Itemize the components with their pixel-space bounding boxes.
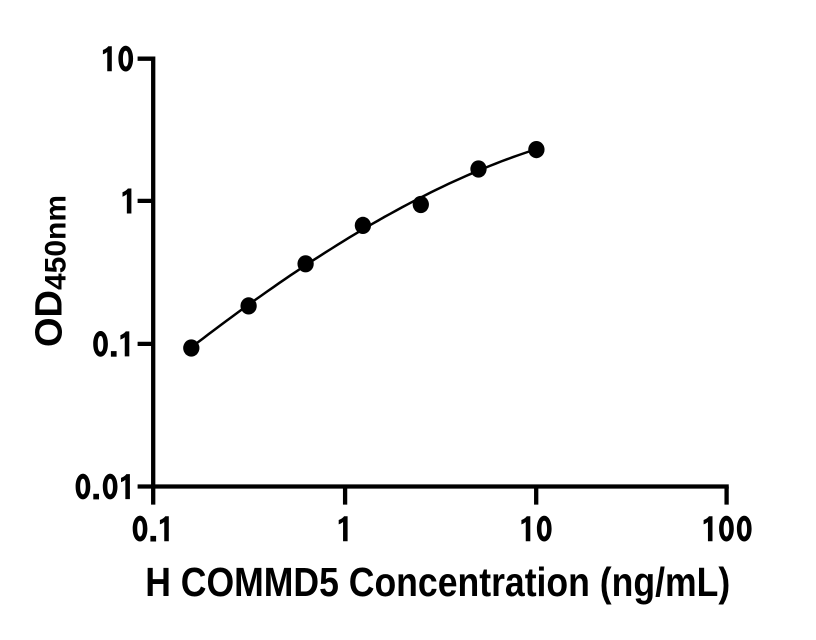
svg-text:H COMMD5 Concentration (ng/mL): H COMMD5 Concentration (ng/mL)	[145, 559, 730, 605]
svg-text:OD450nm: OD450nm	[29, 195, 73, 347]
